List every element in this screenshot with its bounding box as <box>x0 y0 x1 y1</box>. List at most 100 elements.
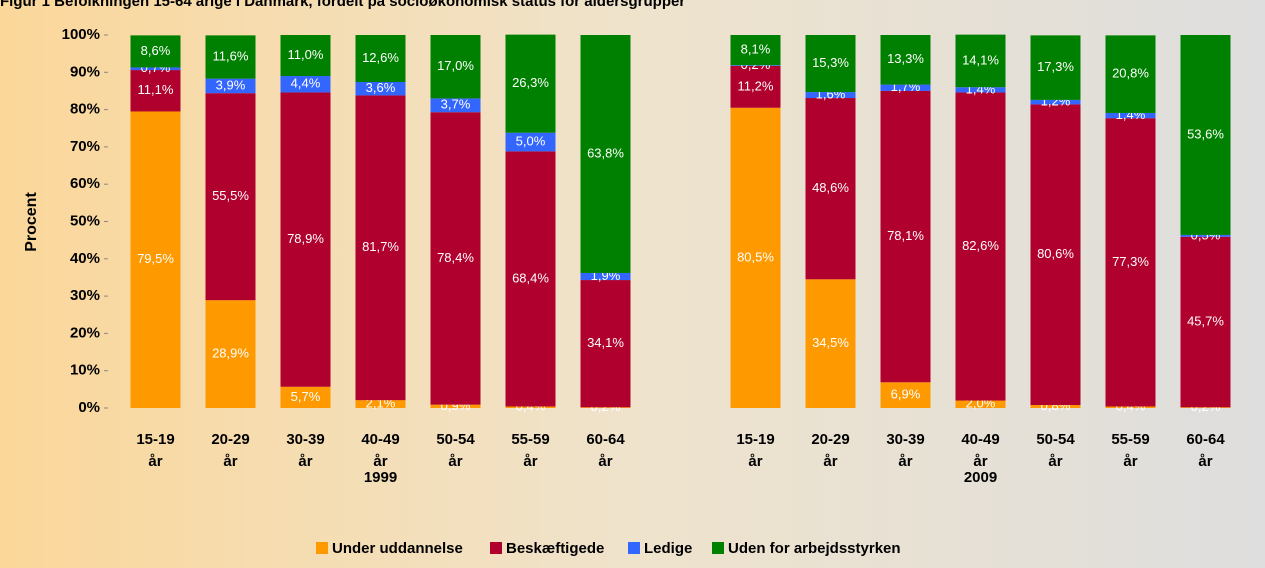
bar-segment <box>880 90 931 383</box>
bar-segment <box>430 404 481 408</box>
bar-segment <box>205 35 256 79</box>
bar-segment <box>1105 406 1156 408</box>
x-tick-label: 20-29 år <box>211 431 249 470</box>
legend-swatch <box>316 542 328 554</box>
y-tick-label: 100% <box>62 26 100 43</box>
bar-segment <box>580 272 631 281</box>
value-label: 48,6% <box>812 180 849 195</box>
bar-segment <box>1180 236 1231 408</box>
value-label: 78,9% <box>287 231 324 246</box>
group-label: 2009 <box>964 469 997 486</box>
value-label: 20,8% <box>1112 66 1149 81</box>
value-label: 34,5% <box>812 335 849 350</box>
bar-segment <box>805 98 856 280</box>
value-label: 5,7% <box>291 389 321 404</box>
legend-swatch <box>628 542 640 554</box>
value-label: 81,7% <box>362 239 399 254</box>
bar-segment <box>505 151 556 407</box>
bar-segment <box>1180 234 1231 237</box>
bar-segment <box>130 67 181 71</box>
bar-segment <box>1030 405 1081 408</box>
bar-segment <box>280 76 331 93</box>
bar-segment <box>355 81 406 96</box>
legend-label: Beskæftigede <box>506 540 604 557</box>
y-tick-label: 10% <box>70 362 100 379</box>
bar-segment <box>1105 35 1156 113</box>
bar-segment <box>205 93 256 301</box>
y-tick-label: 90% <box>70 63 100 80</box>
bar-segment <box>580 280 631 408</box>
value-label: 15,3% <box>812 55 849 70</box>
value-label: 53,6% <box>1187 126 1224 141</box>
bar-segment <box>1180 407 1231 408</box>
bar-segment <box>955 87 1006 93</box>
bar-segment <box>430 35 481 99</box>
bar-segment <box>1030 35 1081 100</box>
x-tick-label: 50-54 år <box>1036 431 1075 470</box>
value-label: 78,1% <box>887 228 924 243</box>
value-label: 78,4% <box>437 250 474 265</box>
bar-segment <box>205 78 256 94</box>
bar-segment <box>130 35 181 68</box>
y-tick-label: 60% <box>70 175 100 192</box>
bar-segment <box>1105 118 1156 407</box>
x-tick-label: 55-59 år <box>511 431 549 470</box>
value-label: 17,0% <box>437 58 474 73</box>
x-tick-label: 40-49 år <box>361 431 399 470</box>
bar-segment <box>430 98 481 113</box>
value-label: 13,3% <box>887 51 924 66</box>
value-label: 55,5% <box>212 188 249 203</box>
x-tick-label: 60-64 år <box>1186 431 1225 470</box>
bar-segment <box>580 35 631 273</box>
bar-segment <box>280 35 331 77</box>
x-tick-label: 30-39 år <box>886 431 924 470</box>
y-tick-label: 50% <box>70 212 100 229</box>
bar-segment <box>730 35 781 66</box>
legend-label: Uden for arbejdsstyrken <box>728 540 901 557</box>
bar-segment <box>730 65 781 66</box>
value-label: 82,6% <box>962 238 999 253</box>
y-axis-title: Procent <box>23 192 40 252</box>
bar-segment <box>280 92 331 387</box>
value-label: 8,6% <box>141 43 171 58</box>
value-label: 11,6% <box>213 48 249 63</box>
value-label: 34,1% <box>587 335 624 350</box>
value-label: 4,4% <box>291 76 321 91</box>
legend-label: Ledige <box>644 540 692 557</box>
value-label: 6,9% <box>891 387 921 402</box>
bar-segment <box>880 35 931 85</box>
bar-segment <box>805 279 856 408</box>
bar-segment <box>505 132 556 152</box>
bar-segment <box>1030 99 1081 105</box>
value-label: 80,5% <box>737 249 774 264</box>
value-label: 11,1% <box>138 82 174 97</box>
value-label: 5,0% <box>516 133 546 148</box>
value-label: 3,9% <box>216 77 246 92</box>
x-tick-label: 60-64 år <box>586 431 625 470</box>
value-label: 45,7% <box>1187 313 1224 328</box>
bar-segment <box>355 400 406 408</box>
bar-segment <box>130 111 181 408</box>
y-tick-label: 30% <box>70 287 100 304</box>
bar-segment <box>130 70 181 112</box>
x-tick-label: 15-19 år <box>736 431 774 470</box>
bar-segment <box>730 65 781 108</box>
x-tick-label: 55-59 år <box>1111 431 1149 470</box>
value-label: 63,8% <box>587 145 624 160</box>
bar-segment <box>280 386 331 408</box>
value-label: 3,6% <box>366 80 396 95</box>
value-label: 68,4% <box>512 270 549 285</box>
legend-swatch <box>490 542 502 554</box>
y-tick-label: 0% <box>78 399 100 416</box>
x-tick-label: 20-29 år <box>811 431 849 470</box>
bar-segment <box>505 406 556 408</box>
legend-swatch <box>712 542 724 554</box>
bar-segment <box>205 300 256 408</box>
value-label: 28,9% <box>212 346 249 361</box>
bar-segment <box>430 112 481 405</box>
y-tick-label: 80% <box>70 101 100 118</box>
x-tick-label: 15-19 år <box>136 431 174 470</box>
y-tick-label: 40% <box>70 250 100 267</box>
x-tick-label: 50-54 år <box>436 431 475 470</box>
value-label: 17,3% <box>1037 59 1074 74</box>
